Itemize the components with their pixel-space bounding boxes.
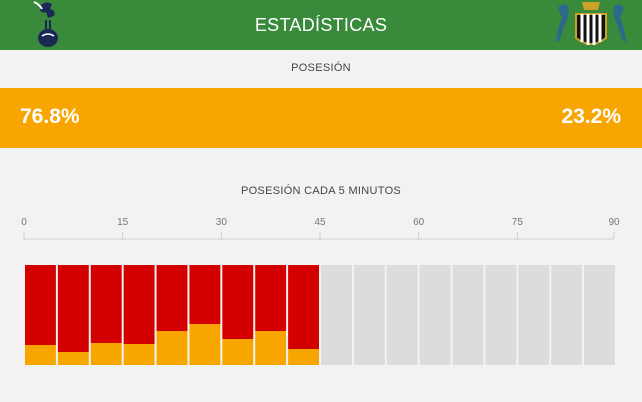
interval-bar-away <box>222 339 254 365</box>
possession-bar: 76.8% 23.2% <box>0 88 642 148</box>
interval-bar-empty <box>518 265 550 365</box>
interval-bar-empty <box>452 265 484 365</box>
interval-bar-home <box>123 265 155 344</box>
page-title: ESTADÍSTICAS <box>254 14 388 35</box>
timeline-tick-label: 90 <box>608 217 620 228</box>
away-possession-value: 23.2% <box>561 105 621 128</box>
timeline-tick-label: 30 <box>215 217 227 228</box>
timeline-tick-label: 75 <box>511 217 523 228</box>
interval-bar-home <box>222 265 254 339</box>
possession-label: POSESIÓN <box>291 62 351 74</box>
interval-bar-away <box>25 345 56 365</box>
interval-bar-home <box>57 265 89 352</box>
interval-bar-empty <box>419 265 451 365</box>
interval-bar-away <box>90 343 122 365</box>
interval-bar-home <box>288 265 319 349</box>
interval-bar-home <box>25 265 56 345</box>
interval-bar-empty <box>584 265 615 365</box>
interval-bar-away <box>189 324 221 365</box>
interval-bar-away <box>255 331 287 365</box>
interval-bar-home <box>255 265 287 331</box>
interval-bar-empty <box>321 265 352 365</box>
interval-bar-empty <box>551 265 583 365</box>
interval-possession-label: POSESIÓN CADA 5 MINUTOS <box>240 185 402 197</box>
timeline-tick-label: 15 <box>117 217 129 228</box>
home-possession-value: 76.8% <box>20 105 80 128</box>
interval-bar-away <box>156 331 188 365</box>
cockerel-crest-icon <box>33 1 58 47</box>
interval-bar-empty <box>386 265 418 365</box>
interval-bar-away <box>288 349 319 365</box>
interval-bar-home <box>189 265 221 324</box>
stats-header: ESTADÍSTICAS <box>0 0 642 50</box>
interval-bar-empty <box>353 265 385 365</box>
interval-bar-empty <box>485 265 517 365</box>
interval-bar-home <box>156 265 188 331</box>
timeline-tick-label: 60 <box>413 217 425 228</box>
interval-bar-away <box>57 352 89 365</box>
interval-bar-home <box>90 265 122 343</box>
timeline-tick-label: 45 <box>314 217 326 228</box>
magpie-crest-icon <box>556 2 626 45</box>
interval-bar-away <box>123 344 155 365</box>
timeline-tick-label: 0 <box>21 217 27 228</box>
